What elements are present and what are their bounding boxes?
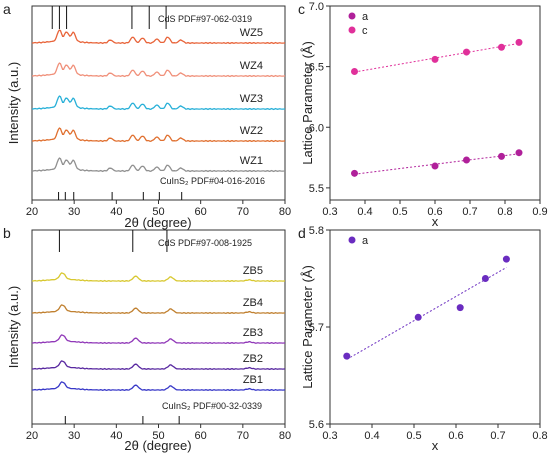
panel-a-xtick-label: 20 (26, 206, 38, 218)
panel-b-series-label-ZB1: ZB1 (243, 374, 263, 386)
panel-c-ytick-label: 7.0 (309, 1, 324, 13)
panel-label-a: a (3, 1, 11, 17)
panel-a-ylabel: Intensity (a.u.) (6, 62, 21, 144)
panel-c-xtick-label: 0.5 (392, 206, 407, 218)
panel-b-xlabel: 2θ (degree) (124, 438, 191, 453)
panel-d-point-a (502, 255, 510, 263)
panel-c-xtick-label: 0.6 (427, 206, 442, 218)
panel-b-xtick-label: 80 (279, 430, 291, 442)
panel-d-legend-label-a: a (362, 235, 369, 247)
panel-b-xtick-label: 30 (68, 430, 80, 442)
panel-a-series-label-WZ5: WZ5 (240, 27, 263, 39)
panel-a-series-WZ5 (31, 29, 286, 45)
panel-b-series-ZB1 (31, 381, 286, 391)
panel-a-series-label-WZ2: WZ2 (240, 125, 263, 137)
panel-c-legend-marker-a (348, 12, 356, 20)
panel-a-xtick-label: 40 (110, 206, 122, 218)
panel-b-series-label-ZB3: ZB3 (243, 327, 263, 339)
panel-label-d: d (298, 225, 306, 241)
panel-b-xtick-label: 40 (110, 430, 122, 442)
panel-c-point-a (351, 169, 358, 177)
panel-c-legend-label-c: c (362, 25, 368, 37)
panel-b-series-ZB5 (31, 272, 286, 282)
panel-d-ytick-label: 5.6 (309, 419, 324, 431)
panel-b-xtick-label: 20 (26, 430, 38, 442)
panel-a-xtick-label: 70 (237, 206, 249, 218)
panel-a-series-label-WZ4: WZ4 (240, 60, 263, 72)
panel-d-ylabel: Lattice Parameter (Å) (300, 265, 315, 389)
panel-c-point-c (515, 38, 523, 46)
panel-d-xtick-label: 0.7 (490, 430, 505, 442)
panel-a-ref-top-label: CdS PDF#97-062-0319 (158, 14, 252, 24)
panel-b-ref-top-label: CdS PDF#97-008-1925 (158, 238, 252, 248)
panel-c-legend-marker-c (348, 26, 356, 34)
panel-a-series-WZ3 (31, 95, 286, 111)
panel-c-xtick-label: 0.3 (322, 206, 337, 218)
panel-c-xtick-label: 0.7 (462, 206, 477, 218)
panel-a-xtick-label: 30 (68, 206, 80, 218)
panel-a-series-WZ1 (31, 157, 286, 173)
panel-b-series-label-ZB5: ZB5 (243, 265, 263, 277)
panel-d-fit-line-a (346, 266, 507, 360)
panel-c-ytick-label: 5.5 (309, 183, 324, 195)
panel-a-xlabel: 2θ (degree) (124, 215, 191, 230)
panel-label-c: c (298, 1, 305, 17)
panel-c-point-c (431, 55, 439, 63)
panel-c-xtick-label: 0.4 (357, 206, 372, 218)
panel-d-xtick-label: 0.8 (532, 430, 547, 442)
panel-a-xtick-label: 50 (152, 206, 164, 218)
panel-c-point-a (431, 162, 439, 170)
panel-c-ylabel: Lattice Parameter (Å) (300, 41, 315, 165)
panel-c-ytick-label: 6.5 (309, 62, 324, 74)
panel-d-ytick-label: 5.8 (309, 225, 324, 237)
panel-d-xtick-label: 0.6 (448, 430, 463, 442)
panel-d-point-a (456, 304, 464, 312)
panel-d-point-a (343, 352, 351, 360)
panel-c-point-a (498, 152, 505, 160)
panel-c-ytick-label: 6.0 (309, 122, 324, 134)
panel-b-series-ZB4 (31, 304, 286, 314)
panel-c-point-a (515, 149, 523, 157)
panel-b-ref-bottom-label: CuInS₂ PDF#00-32-0339 (162, 401, 262, 411)
panel-label-b: b (3, 225, 11, 241)
panel-a-ref-bottom-label: CuInS₂ PDF#04-016-2016 (160, 176, 265, 186)
panel-b-ylabel: Intensity (a.u.) (6, 286, 21, 368)
panel-a-series-label-WZ1: WZ1 (240, 155, 263, 167)
panel-b-series-ZB2 (31, 360, 286, 370)
panel-d-point-a (481, 275, 489, 282)
panel-a-series-label-WZ3: WZ3 (240, 93, 263, 105)
panel-c-point-a (463, 156, 470, 164)
panel-a-xtick-label: 60 (195, 206, 207, 218)
panel-d-legend-marker-a (348, 236, 356, 244)
panel-b-series-ZB3 (31, 334, 286, 344)
panel-c-point-c (463, 48, 470, 56)
panel-a-series-WZ2 (31, 127, 286, 143)
panel-d-xtick-label: 0.3 (322, 430, 337, 442)
panel-b-xtick-label: 70 (237, 430, 249, 442)
panel-c-xtick-label: 0.8 (497, 206, 512, 218)
panel-c-xtick-label: 0.9 (532, 206, 547, 218)
panel-d-xtick-label: 0.4 (364, 430, 379, 442)
panel-c-point-c (351, 67, 358, 75)
panel-d-ytick-label: 5.7 (309, 322, 324, 334)
panel-b-xtick-label: 50 (152, 430, 164, 442)
panel-c-xlabel: x (432, 214, 439, 229)
panel-b-series-label-ZB2: ZB2 (243, 353, 263, 365)
panel-d-point-a (414, 313, 422, 321)
panel-c-legend-label-a: a (362, 11, 369, 23)
panel-d-xtick-label: 0.5 (406, 430, 421, 442)
panel-a-xtick-label: 80 (279, 206, 291, 218)
panel-b-xtick-label: 60 (195, 430, 207, 442)
panel-a-series-WZ4 (31, 62, 286, 78)
panel-b-series-label-ZB4: ZB4 (243, 297, 263, 309)
panel-d-xlabel: x (432, 438, 439, 453)
panel-c-point-c (498, 43, 505, 51)
